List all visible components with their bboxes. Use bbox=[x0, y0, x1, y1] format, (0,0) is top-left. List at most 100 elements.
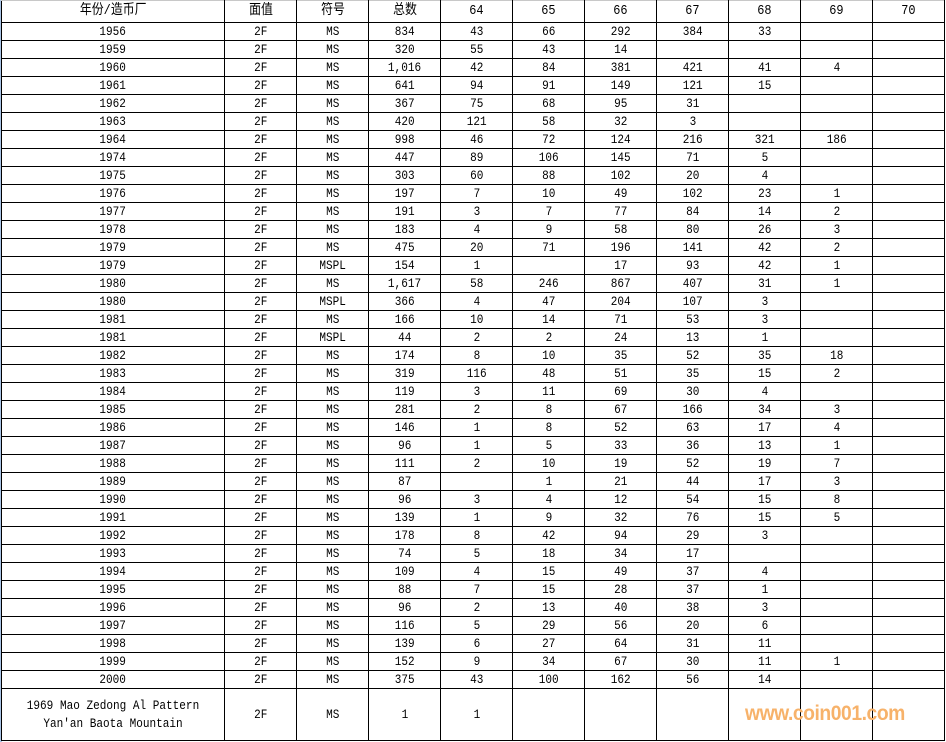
table-cell[interactable]: 186 bbox=[800, 130, 873, 149]
table-cell[interactable]: 84 bbox=[656, 202, 729, 221]
table-cell[interactable]: 1993 bbox=[1, 544, 225, 563]
table-cell[interactable]: 5 bbox=[440, 616, 513, 635]
table-cell[interactable]: MS bbox=[296, 670, 369, 689]
table-cell[interactable]: MS bbox=[296, 346, 369, 365]
table-cell[interactable]: 1 bbox=[728, 580, 801, 599]
table-cell[interactable]: 2F bbox=[224, 256, 297, 275]
table-cell[interactable] bbox=[872, 526, 945, 545]
table-cell[interactable] bbox=[872, 382, 945, 401]
table-cell[interactable]: MSPL bbox=[296, 328, 369, 347]
table-cell[interactable]: 1982 bbox=[1, 346, 225, 365]
table-cell[interactable]: 1976 bbox=[1, 184, 225, 203]
table-cell[interactable]: 174 bbox=[368, 346, 441, 365]
table-cell[interactable]: 2F bbox=[224, 580, 297, 599]
table-cell[interactable]: MS bbox=[296, 634, 369, 653]
table-cell[interactable] bbox=[800, 580, 873, 599]
table-cell[interactable]: MS bbox=[296, 616, 369, 635]
table-cell[interactable]: 3 bbox=[728, 292, 801, 311]
table-cell[interactable] bbox=[872, 598, 945, 617]
table-cell[interactable]: 1990 bbox=[1, 490, 225, 509]
table-cell[interactable] bbox=[800, 598, 873, 617]
table-cell[interactable] bbox=[800, 292, 873, 311]
table-cell[interactable]: 35 bbox=[584, 346, 657, 365]
column-header[interactable]: 67 bbox=[656, 0, 729, 23]
table-cell[interactable]: 1964 bbox=[1, 130, 225, 149]
table-cell[interactable] bbox=[872, 418, 945, 437]
table-cell[interactable]: MS bbox=[296, 202, 369, 221]
table-cell[interactable]: 191 bbox=[368, 202, 441, 221]
table-cell[interactable]: 34 bbox=[728, 400, 801, 419]
table-cell[interactable]: 42 bbox=[728, 256, 801, 275]
table-cell[interactable] bbox=[872, 634, 945, 653]
table-cell[interactable]: 71 bbox=[584, 310, 657, 329]
table-cell[interactable] bbox=[728, 94, 801, 113]
table-cell[interactable]: 40 bbox=[584, 598, 657, 617]
table-cell[interactable]: MSPL bbox=[296, 292, 369, 311]
table-cell[interactable] bbox=[800, 544, 873, 563]
table-cell[interactable] bbox=[872, 40, 945, 59]
table-cell[interactable]: 42 bbox=[728, 238, 801, 257]
table-cell[interactable]: 2F bbox=[224, 274, 297, 293]
table-cell[interactable]: 1 bbox=[800, 184, 873, 203]
table-cell[interactable]: 2 bbox=[800, 202, 873, 221]
table-cell[interactable]: MS bbox=[296, 220, 369, 239]
table-cell[interactable]: 3 bbox=[440, 490, 513, 509]
table-cell[interactable]: 1981 bbox=[1, 310, 225, 329]
table-cell[interactable]: 96 bbox=[368, 598, 441, 617]
table-cell[interactable]: 11 bbox=[512, 382, 585, 401]
table-cell[interactable] bbox=[872, 346, 945, 365]
table-cell[interactable]: 1 bbox=[440, 508, 513, 527]
table-cell[interactable]: 366 bbox=[368, 292, 441, 311]
table-cell[interactable]: 4 bbox=[440, 562, 513, 581]
table-cell[interactable]: 1999 bbox=[1, 652, 225, 671]
table-cell[interactable] bbox=[800, 40, 873, 59]
table-cell[interactable]: 48 bbox=[512, 364, 585, 383]
table-cell[interactable]: 18 bbox=[512, 544, 585, 563]
table-cell[interactable]: 2F bbox=[224, 292, 297, 311]
table-cell[interactable] bbox=[872, 76, 945, 95]
table-cell[interactable]: 4 bbox=[800, 58, 873, 77]
table-cell[interactable]: 42 bbox=[512, 526, 585, 545]
table-cell[interactable] bbox=[800, 562, 873, 581]
table-cell[interactable] bbox=[800, 670, 873, 689]
table-cell[interactable]: 52 bbox=[584, 418, 657, 437]
table-cell[interactable]: 37 bbox=[656, 562, 729, 581]
table-cell[interactable]: 58 bbox=[512, 112, 585, 131]
table-cell[interactable]: MS bbox=[296, 688, 369, 741]
table-cell[interactable]: 87 bbox=[368, 472, 441, 491]
table-cell[interactable]: 1977 bbox=[1, 202, 225, 221]
table-cell[interactable]: 2F bbox=[224, 400, 297, 419]
table-cell[interactable]: 15 bbox=[728, 364, 801, 383]
table-cell[interactable]: 32 bbox=[584, 508, 657, 527]
table-cell[interactable]: 2F bbox=[224, 238, 297, 257]
table-cell[interactable]: 2F bbox=[224, 364, 297, 383]
table-cell[interactable] bbox=[872, 508, 945, 527]
table-cell[interactable]: 80 bbox=[656, 220, 729, 239]
table-cell[interactable]: 1992 bbox=[1, 526, 225, 545]
table-cell[interactable]: 2F bbox=[224, 472, 297, 491]
table-cell[interactable] bbox=[440, 472, 513, 491]
table-cell[interactable]: 2F bbox=[224, 184, 297, 203]
table-cell[interactable]: MS bbox=[296, 526, 369, 545]
table-cell[interactable] bbox=[872, 202, 945, 221]
table-cell[interactable]: 19 bbox=[728, 454, 801, 473]
table-cell[interactable]: 1,617 bbox=[368, 274, 441, 293]
table-cell[interactable]: 10 bbox=[512, 346, 585, 365]
table-cell[interactable] bbox=[872, 130, 945, 149]
table-cell[interactable]: 1989 bbox=[1, 472, 225, 491]
table-cell[interactable]: 88 bbox=[512, 166, 585, 185]
table-cell[interactable]: 66 bbox=[512, 22, 585, 41]
table-cell[interactable]: 111 bbox=[368, 454, 441, 473]
table-cell[interactable]: MS bbox=[296, 40, 369, 59]
table-cell[interactable]: 95 bbox=[584, 94, 657, 113]
table-cell[interactable]: 109 bbox=[368, 562, 441, 581]
table-cell[interactable]: 12 bbox=[584, 490, 657, 509]
table-cell[interactable]: 1963 bbox=[1, 112, 225, 131]
table-cell[interactable]: 23 bbox=[728, 184, 801, 203]
table-cell[interactable]: 2F bbox=[224, 310, 297, 329]
table-cell[interactable]: 63 bbox=[656, 418, 729, 437]
table-cell[interactable] bbox=[872, 58, 945, 77]
table-cell[interactable]: 3 bbox=[440, 382, 513, 401]
table-cell[interactable]: 102 bbox=[584, 166, 657, 185]
table-cell[interactable]: 2F bbox=[224, 76, 297, 95]
